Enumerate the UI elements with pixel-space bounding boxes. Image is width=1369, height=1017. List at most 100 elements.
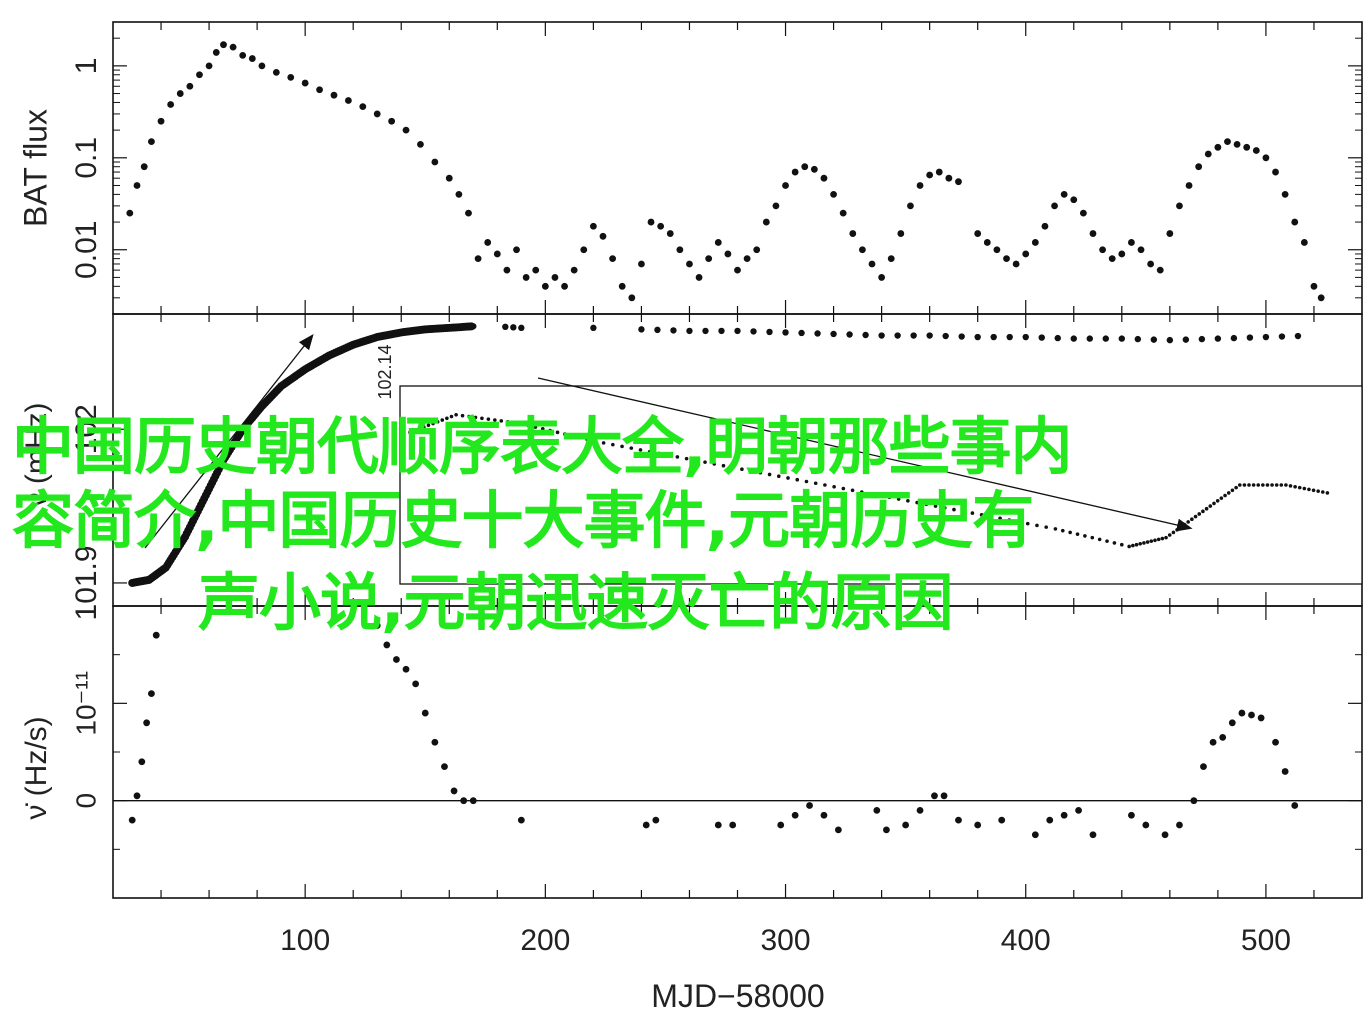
- top-data-point: [541, 282, 549, 290]
- top-data-point: [344, 97, 352, 104]
- bot-frame: [112, 605, 1363, 899]
- inset-data-point: [1127, 544, 1131, 549]
- bot-data-point: [1238, 709, 1246, 717]
- mid-data-point: [518, 324, 525, 332]
- top-data-point: [513, 246, 520, 254]
- bot-data-point: [873, 807, 881, 814]
- inset-data-point: [1060, 528, 1065, 533]
- top-data-point: [666, 230, 674, 237]
- bot-data-point: [1257, 714, 1265, 722]
- top-data-point: [734, 266, 741, 274]
- top-data-point: [676, 246, 684, 254]
- x-tick-label: 100: [280, 924, 330, 957]
- top-data-point: [167, 101, 175, 108]
- inset-data-point: [1201, 509, 1205, 514]
- bot-data-point: [393, 656, 400, 663]
- top-data-point: [229, 43, 237, 51]
- top-data-point: [570, 266, 578, 274]
- inset-data-point: [1297, 485, 1302, 490]
- top-data-point: [373, 110, 381, 118]
- bot-data-point: [1060, 811, 1068, 819]
- bot-data-point: [128, 816, 136, 824]
- inset-data-point: [979, 513, 984, 517]
- bot-data-point: [152, 631, 160, 639]
- top-data-point: [402, 126, 410, 134]
- mid-data-point: [718, 327, 725, 335]
- mid-data-point: [1006, 333, 1013, 341]
- bot-data-point: [1272, 738, 1279, 746]
- inset-data-point: [749, 469, 753, 473]
- mid-data-point: [958, 333, 965, 340]
- inset-data-point: [1167, 533, 1172, 537]
- inset-data-point: [832, 484, 836, 489]
- inset-data-point: [730, 465, 735, 470]
- top-data-point: [628, 294, 636, 302]
- bot-data-point: [517, 816, 525, 824]
- top-data-point: [993, 246, 1001, 254]
- top-data-point: [974, 230, 982, 237]
- inset-data-point: [505, 420, 510, 424]
- bot-data-point: [1248, 711, 1255, 719]
- inset-data-point: [998, 516, 1002, 521]
- inset-data-point: [859, 490, 864, 494]
- inset-data-point: [563, 432, 567, 436]
- inset-data-point: [1097, 537, 1102, 542]
- inset-data-point: [1142, 541, 1146, 545]
- top-data-point: [820, 174, 828, 182]
- inset-data-point: [1230, 488, 1235, 493]
- top-data-point: [983, 239, 991, 246]
- inset-data-point: [1316, 489, 1320, 493]
- mid-data-point: [1070, 335, 1077, 342]
- mid-ylabel: ν (mHz): [20, 403, 53, 508]
- bot-data-point: [1190, 797, 1198, 805]
- top-data-point: [1128, 239, 1135, 246]
- inset-data-point: [540, 427, 545, 431]
- inset-data-point: [786, 476, 790, 480]
- top-data-point: [1195, 163, 1203, 171]
- top-data-point: [1272, 168, 1279, 176]
- inset-data-point: [592, 439, 597, 443]
- top-data-point: [695, 274, 703, 281]
- mid-data-point: [814, 330, 821, 337]
- inset-data-point: [1112, 541, 1117, 545]
- inset-data-point: [1215, 499, 1220, 503]
- top-ytick-label: 0.01: [70, 221, 103, 279]
- bottom-panel: 0 10⁻¹¹ ν̇ (Hz/s) 100 200 300 400 500 MJD−58000: [20, 605, 1363, 1014]
- bot-data-point: [1161, 831, 1169, 839]
- top-data-point: [258, 62, 266, 70]
- top-data-point: [1166, 230, 1174, 237]
- bot-data-point: [955, 816, 962, 824]
- inset-data-point: [813, 481, 818, 486]
- top-data-point: [1233, 140, 1241, 148]
- top-data-point: [1252, 147, 1260, 154]
- mid-data-point: [1182, 336, 1190, 343]
- top-data-point: [316, 86, 323, 94]
- mid-data-point: [1262, 333, 1270, 341]
- inset-data-point: [740, 467, 744, 472]
- x-tick-label: 200: [520, 924, 570, 957]
- top-data-point: [1003, 255, 1010, 263]
- top-data-point: [1137, 246, 1145, 254]
- inset-data-point: [601, 441, 606, 445]
- inset-data-point: [585, 437, 589, 442]
- top-data-point: [186, 82, 194, 90]
- inset-data-point: [1134, 542, 1139, 547]
- top-ytick-label: 1: [70, 58, 103, 75]
- top-data-point: [916, 182, 924, 189]
- top-data-point: [810, 165, 818, 173]
- top-data-point: [1204, 150, 1212, 158]
- top-data-point: [762, 218, 770, 226]
- inset-data-point: [480, 416, 484, 421]
- inset-data-point: [795, 477, 800, 482]
- inset-data-point: [1119, 542, 1124, 547]
- inset-ytick-label: 102.14: [375, 344, 395, 399]
- inset-data-point: [850, 488, 855, 493]
- top-data-point: [417, 140, 424, 148]
- top-data-point: [1147, 260, 1155, 268]
- inset-data-point: [1284, 483, 1288, 487]
- bot-data-point: [1031, 831, 1039, 839]
- top-data-point: [561, 282, 568, 290]
- bot-data-point: [1219, 734, 1227, 741]
- mid-data-point: [1294, 332, 1302, 340]
- top-data-point: [301, 79, 309, 87]
